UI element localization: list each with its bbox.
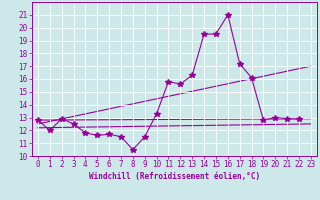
X-axis label: Windchill (Refroidissement éolien,°C): Windchill (Refroidissement éolien,°C) xyxy=(89,172,260,181)
